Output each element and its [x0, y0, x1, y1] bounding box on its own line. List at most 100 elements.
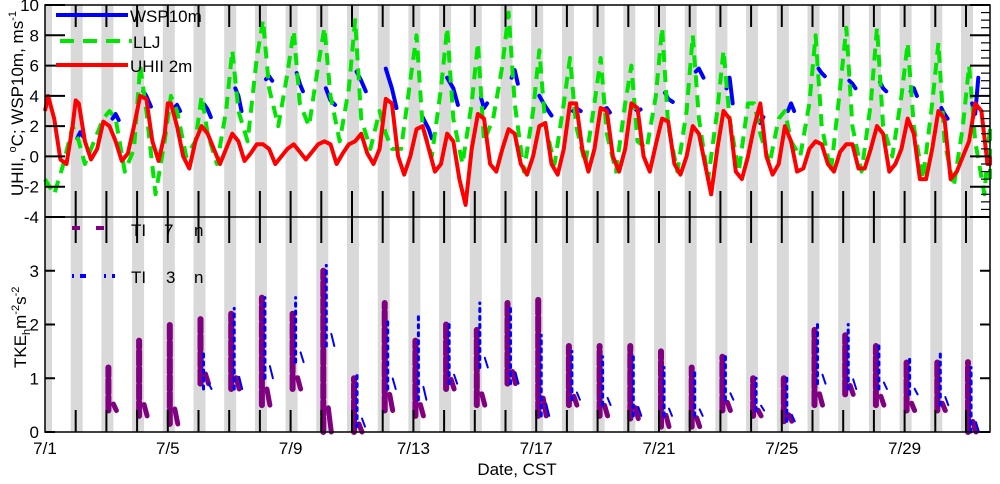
series-tke-3-m-point: [361, 417, 366, 428]
series-tke-7-m-point: [172, 406, 181, 427]
top-y-tick-label: 10: [20, 0, 39, 15]
series-tke-7-m-point: [233, 375, 242, 392]
series-tke-3-m-point: [299, 351, 305, 364]
night-band: [45, 5, 52, 432]
series-tke-7-m-point: [817, 391, 825, 408]
legend-label-uhii: UHII 2m: [130, 57, 192, 76]
series-tke-7-m-point: [694, 415, 703, 430]
series-tke-3-m-point: [268, 365, 274, 380]
series-wsp10m-segment: [420, 115, 434, 141]
bottom-panel-series: [105, 263, 980, 435]
bottom-ylabel-main: TKE: [11, 335, 30, 368]
series-tke-3-m-point: [422, 385, 428, 401]
series-tke-7-m-point: [325, 405, 334, 435]
series-tke-3-m-point: [760, 404, 766, 412]
series-tke-7-m-point: [295, 375, 304, 392]
top-y-tick-label: 4: [30, 87, 39, 106]
series-tke-3-m-point: [545, 402, 551, 417]
legend-label-tke3m-part2: 3: [166, 268, 175, 287]
legend-label-wsp10m: WSP10m: [130, 7, 202, 26]
x-axis-title: Date, CST: [477, 460, 556, 479]
series-tke-3-m-point: [975, 421, 980, 433]
legend-label-tke3m-part1: TI: [131, 268, 146, 287]
top-ylabel-mid: C; WSP10m, ms: [8, 21, 27, 147]
series-tke-7-m-point: [724, 399, 733, 413]
series-tke-3-m-point: [453, 373, 459, 385]
bottom-ylabel-unit2: s: [11, 296, 30, 305]
series-tke-7-m-point: [970, 419, 979, 435]
legend-label-tke7m-part3: n: [194, 221, 203, 240]
series-tke-3-m-point: [514, 371, 520, 385]
x-tick-label: 7/13: [397, 439, 430, 458]
series-tke-7-m-point: [356, 421, 365, 435]
bottom-y-axis-title: TKEhm-2s-2: [10, 287, 33, 368]
series-wsp10m-segment: [693, 66, 706, 80]
series-tke-7-m-point: [510, 369, 518, 387]
series-tke-3-m-point: [637, 406, 643, 417]
series-tke-7-m-point: [540, 395, 549, 419]
series-tke-3-m-point: [944, 396, 950, 407]
x-tick-label: 7/5: [156, 439, 180, 458]
series-tke-7-m-point: [755, 407, 764, 419]
series-tke-3-m-point: [821, 373, 827, 385]
series-tke-7-m-point: [909, 400, 918, 413]
series-tke-7-m-point: [448, 376, 457, 392]
legend-label-tke7m-part2: 7: [164, 221, 173, 240]
series-tke-3-m-point: [790, 413, 796, 423]
series-wsp10m-segment: [816, 66, 827, 79]
series-tke-3-m-point: [483, 356, 489, 369]
series-tke-7-m-point: [571, 393, 580, 408]
x-tick-label: 7/1: [33, 439, 57, 458]
series-tke-3-m-point: [668, 407, 673, 417]
series-tke-7-m-point: [663, 412, 672, 430]
bottom-y-tick-label: 0: [30, 423, 39, 442]
top-y-axis-title: UHII, oC; WSP10m, ms-1: [7, 11, 27, 196]
series-tke-7-m-point: [417, 402, 426, 419]
series-llj-line: [43, 10, 992, 197]
top-y-tick-label: 2: [30, 117, 39, 136]
top-y-tick-label: 0: [30, 147, 39, 166]
series-tke-7-m-point: [786, 412, 795, 424]
series-tke-7-m-point: [203, 371, 211, 387]
top-y-tick-label: 6: [30, 57, 39, 76]
legend-label-tke7m-part1: TI: [131, 221, 146, 240]
top-panel-series: [43, 10, 992, 207]
series-tke-3-m-point: [207, 382, 213, 390]
top-y-tick-label: -2: [24, 178, 39, 197]
series-wsp10m-segment: [171, 102, 183, 113]
series-tke-3-m-point: [575, 391, 581, 401]
bottom-y-tick-label: 1: [30, 369, 39, 388]
top-legend: WSP10m LLJ UHII 2m: [56, 7, 202, 76]
series-tke-3-m-point: [852, 378, 858, 390]
x-tick-label: 7/29: [888, 439, 921, 458]
series-tke-3-m-point: [238, 375, 244, 390]
legend-label-tke3m-part3: n: [194, 268, 203, 287]
series-tke-3-m-point: [391, 377, 397, 390]
series-wsp10m-segment: [847, 78, 858, 91]
top-y-tick-label: -4: [24, 208, 39, 227]
series-tke-7-m-point: [387, 391, 396, 413]
series-tke-7-m-point: [479, 391, 488, 408]
series-wsp10m-segment: [383, 66, 399, 110]
series-tke-7-m-point: [141, 402, 150, 419]
bottom-ylabel-sup2: -2: [10, 287, 22, 297]
series-tke-7-m-point: [632, 405, 641, 422]
legend-label-llj: LLJ: [133, 33, 160, 52]
series-tke-7-m-point: [264, 386, 273, 408]
series-tke-3-m-point: [729, 392, 735, 401]
series-tke-3-m-point: [698, 408, 704, 417]
series-tke-7-m-point: [878, 393, 887, 408]
series-tke-7-m-point: [110, 401, 119, 413]
series-tke-7-m-point: [602, 402, 611, 419]
series-wsp10m-segment: [110, 112, 121, 123]
series-tke-3-m-point: [913, 387, 919, 396]
series-tke-3-m-point: [606, 396, 612, 407]
series-uhii-2m-line: [43, 93, 992, 207]
top-ylabel-main: UHII,: [8, 153, 27, 196]
bottom-y-tick-label: 2: [30, 316, 39, 335]
x-tick-label: 7/17: [520, 439, 553, 458]
tick-labels: -4 -2 0 2 4 6 8 10 0 1 2 3 7/1 7/5 7/9 7/13 7/17 7/21 7/25…: [20, 0, 921, 458]
bottom-legend: TI 7 n TI 3 n: [72, 221, 203, 287]
x-tick-label: 7/25: [765, 439, 798, 458]
